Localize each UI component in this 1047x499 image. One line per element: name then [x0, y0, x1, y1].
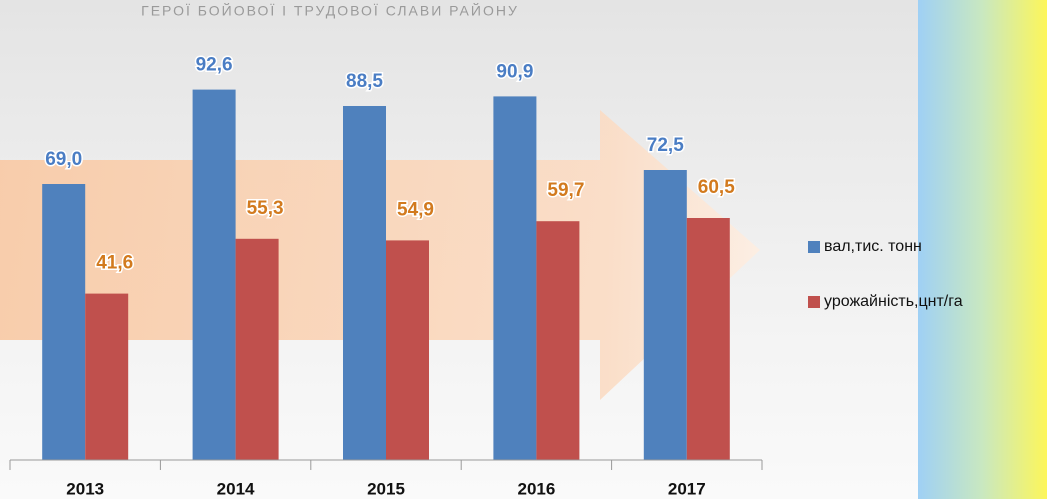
bar [386, 240, 429, 460]
value-label: 41,6 [96, 253, 133, 274]
chart: ГЕРОЇ БОЙОВОЇ І ТРУДОВОЇ СЛАВИ РАЙОНУ 69… [0, 0, 1047, 499]
bar [343, 106, 386, 460]
bar [85, 294, 128, 460]
value-label: 54,9 [397, 199, 434, 220]
value-label: 69,0 [45, 149, 82, 170]
value-label: 55,3 [247, 198, 284, 219]
background-text: ГЕРОЇ БОЙОВОЇ І ТРУДОВОЇ СЛАВИ РАЙОНУ [141, 2, 519, 19]
x-tick-label: 2013 [66, 479, 104, 498]
value-label: 60,5 [698, 177, 735, 198]
value-label: 88,5 [346, 71, 383, 92]
bar [536, 221, 579, 460]
legend-swatch [808, 296, 820, 308]
x-tick-label: 2017 [668, 479, 706, 498]
legend-swatch [808, 241, 820, 253]
bar [193, 90, 236, 460]
x-tick-label: 2014 [217, 479, 255, 498]
value-label: 59,7 [547, 180, 584, 201]
bar [644, 170, 687, 460]
value-label: 90,9 [496, 61, 533, 82]
side-strip [918, 0, 1047, 499]
legend-label: вал,тис. тонн [824, 238, 922, 255]
bar [493, 96, 536, 460]
bar [687, 218, 730, 460]
value-label: 92,6 [196, 55, 233, 76]
legend-label: урожайність,цнт/га [824, 293, 963, 310]
x-tick-label: 2016 [517, 479, 555, 498]
bar [236, 239, 279, 460]
x-tick-label: 2015 [367, 479, 405, 498]
bar [42, 184, 85, 460]
value-label: 72,5 [647, 135, 684, 156]
